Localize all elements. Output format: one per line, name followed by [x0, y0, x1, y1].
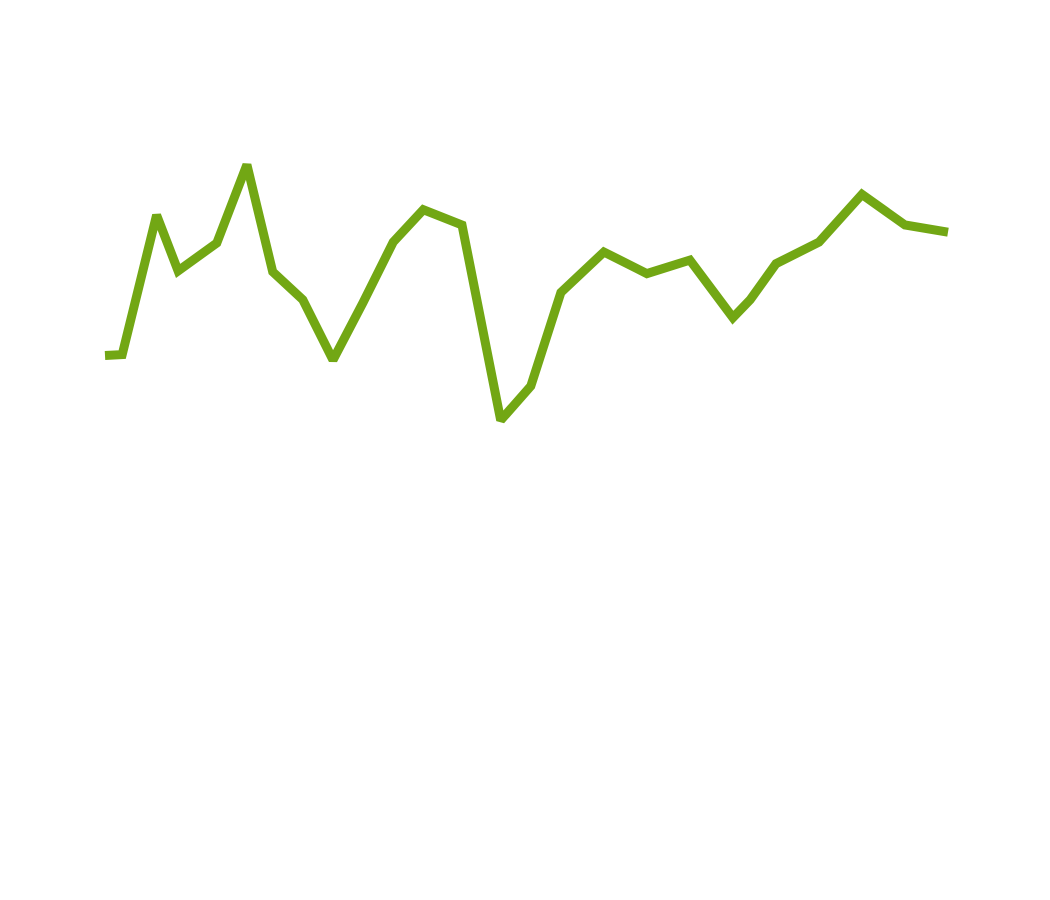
- plot-area: [104, 163, 949, 424]
- series-line-0: [104, 163, 949, 424]
